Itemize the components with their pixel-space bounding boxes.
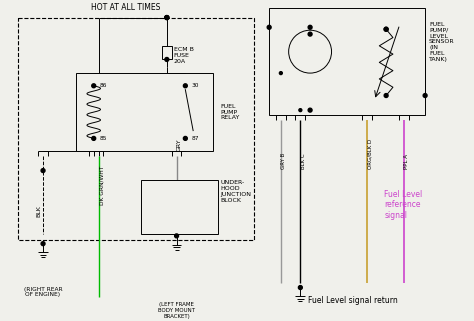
Text: BLK: BLK [36,205,42,217]
Text: (LEFT FRAME
BODY MOUNT
BRACKET): (LEFT FRAME BODY MOUNT BRACKET) [158,302,195,319]
Circle shape [279,72,283,74]
Text: BLK C: BLK C [301,153,306,169]
Circle shape [165,16,169,20]
Text: UNDER-
HOOD
JUNCTION
BLOCK: UNDER- HOOD JUNCTION BLOCK [220,180,251,203]
Circle shape [299,109,302,112]
Circle shape [289,30,331,73]
Circle shape [174,234,179,238]
Text: Fuel Level signal return: Fuel Level signal return [308,296,398,305]
Text: PPL A: PPL A [404,154,409,169]
Text: ECM B
FUSE
20A: ECM B FUSE 20A [173,47,193,64]
Circle shape [183,84,187,88]
Bar [76,73,213,151]
Text: 86: 86 [100,83,107,88]
Circle shape [308,32,312,36]
Circle shape [267,25,271,29]
Circle shape [384,27,388,31]
Text: GRY: GRY [177,138,182,151]
Text: FUEL
PUMP/
LEVEL
SENSOR
(IN
FUEL
TANK): FUEL PUMP/ LEVEL SENSOR (IN FUEL TANK) [429,22,455,62]
Text: FUEL
PUMP
RELAY: FUEL PUMP RELAY [220,104,240,120]
Text: M: M [306,47,314,57]
Bar [140,180,219,234]
Circle shape [308,25,312,29]
Text: 30: 30 [191,83,199,88]
Circle shape [165,57,169,61]
Bar [18,18,254,240]
Text: 85: 85 [100,136,107,141]
Text: Fuel Level
reference
signal: Fuel Level reference signal [384,190,422,220]
Circle shape [183,136,187,140]
Circle shape [384,27,388,31]
Circle shape [41,242,45,246]
Text: 87: 87 [191,136,199,141]
Text: DK GRN/WHT: DK GRN/WHT [99,165,104,205]
Circle shape [299,286,302,290]
Circle shape [41,169,45,172]
Text: ORG/BLK D: ORG/BLK D [367,138,372,169]
Text: HOT AT ALL TIMES: HOT AT ALL TIMES [91,3,161,12]
Circle shape [308,108,312,112]
Circle shape [165,16,169,20]
Circle shape [165,16,169,20]
Circle shape [384,93,388,98]
Bar [162,46,172,59]
Circle shape [92,84,96,88]
Circle shape [423,93,427,98]
Bar [269,8,425,115]
Text: GRY B: GRY B [281,152,286,169]
Circle shape [92,136,96,140]
Text: (RIGHT REAR
OF ENGINE): (RIGHT REAR OF ENGINE) [24,287,63,297]
